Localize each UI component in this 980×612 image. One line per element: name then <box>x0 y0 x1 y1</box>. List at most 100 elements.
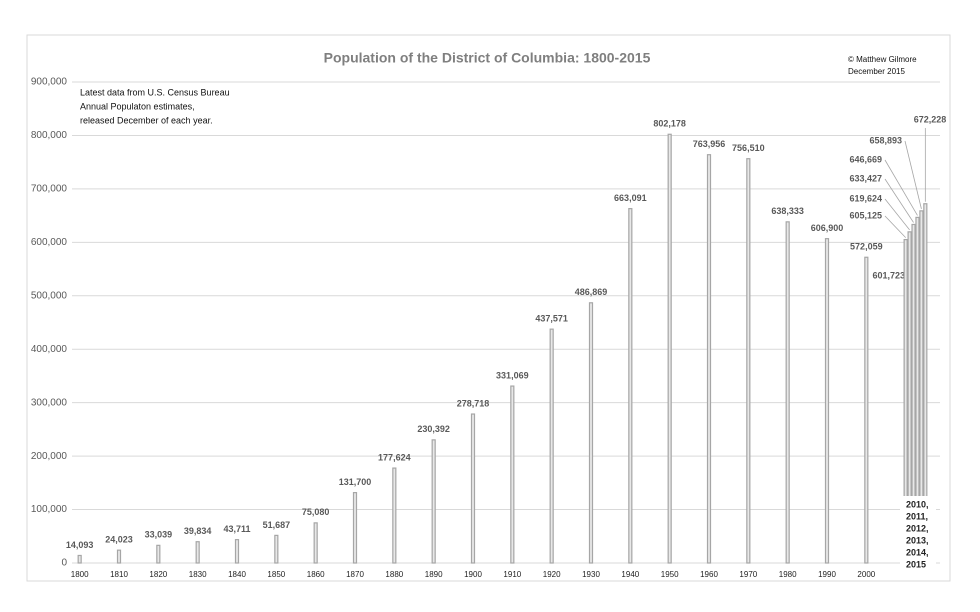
x-tick-label: 1800 <box>71 570 89 579</box>
value-label: 177,624 <box>378 452 411 462</box>
x-tick-label: 1940 <box>621 570 639 579</box>
value-label: 572,059 <box>850 242 883 252</box>
x-tick-label: 2012, <box>906 523 929 533</box>
value-label: 672,228 <box>914 114 947 124</box>
annotation: Latest data from U.S. Census Bureau <box>80 87 230 97</box>
value-label: 606,900 <box>811 223 844 233</box>
x-tick-label: 2000 <box>857 570 875 579</box>
value-label: 230,392 <box>417 424 450 434</box>
value-label: 663,091 <box>614 193 647 203</box>
x-note-bg <box>900 496 936 572</box>
value-label: 802,178 <box>653 119 686 129</box>
bar <box>824 238 830 564</box>
value-label: 437,571 <box>535 314 568 324</box>
value-label: 486,869 <box>575 287 608 297</box>
value-label: 601,723 <box>872 270 905 280</box>
value-label: 39,834 <box>184 526 212 536</box>
x-tick-label: 2010, <box>906 499 929 509</box>
y-tick-label: 0 <box>61 558 67 569</box>
value-label: 638,333 <box>771 206 804 216</box>
y-tick-label: 500,000 <box>31 290 68 301</box>
bar <box>588 302 594 564</box>
leader-line <box>904 140 922 209</box>
x-tick-label: 1840 <box>228 570 246 579</box>
value-label: 43,711 <box>223 524 250 534</box>
bar <box>746 158 751 564</box>
bar <box>431 439 436 564</box>
leader-line <box>884 159 918 216</box>
x-tick-label: 1960 <box>700 570 718 579</box>
value-label: 658,893 <box>869 135 902 145</box>
x-tick-label: 1870 <box>346 570 364 579</box>
x-tick-label: 2013, <box>906 535 929 545</box>
x-tick-label: 1810 <box>110 570 128 579</box>
bar <box>510 385 515 564</box>
leader-line <box>884 198 910 231</box>
x-tick-label: 1880 <box>385 570 403 579</box>
value-label: 605,125 <box>849 210 882 220</box>
y-tick-label: 400,000 <box>31 344 68 355</box>
y-tick-label: 700,000 <box>31 184 68 195</box>
value-label: 331,069 <box>496 370 529 380</box>
x-tick-label: 1860 <box>307 570 325 579</box>
x-tick-label: 1950 <box>661 570 679 579</box>
bar <box>864 256 869 564</box>
x-tick-label: 1890 <box>425 570 443 579</box>
value-label: 51,687 <box>263 520 291 530</box>
value-label: 756,510 <box>732 143 765 153</box>
value-label: 24,023 <box>105 535 133 545</box>
bar <box>706 154 712 564</box>
bar <box>352 492 358 564</box>
bar <box>156 544 161 564</box>
value-label: 14,093 <box>66 540 94 550</box>
x-tick-label: 1990 <box>818 570 836 579</box>
value-label: 33,039 <box>145 530 173 540</box>
chart-border <box>26 34 951 582</box>
value-label: 763,956 <box>693 139 726 149</box>
x-tick-label: 2015 <box>906 559 926 569</box>
y-tick-label: 100,000 <box>31 504 68 515</box>
bar <box>313 522 318 564</box>
credit: December 2015 <box>848 67 905 76</box>
bar <box>785 221 790 564</box>
bar <box>234 539 240 564</box>
y-tick-label: 600,000 <box>31 237 68 248</box>
credit: © Matthew Gilmore <box>848 55 917 64</box>
bar <box>549 328 554 564</box>
x-tick-label: 1980 <box>779 570 797 579</box>
bar <box>77 554 82 564</box>
bar <box>116 549 122 564</box>
x-tick-label: 1900 <box>464 570 482 579</box>
bar <box>470 413 476 564</box>
x-tick-label: 1830 <box>189 570 207 579</box>
y-tick-label: 800,000 <box>31 130 68 141</box>
value-label: 633,427 <box>849 173 882 183</box>
x-tick-label: 2011, <box>906 511 928 521</box>
value-label: 278,718 <box>457 398 490 408</box>
y-tick-label: 900,000 <box>31 77 68 88</box>
y-tick-label: 300,000 <box>31 397 68 408</box>
bar <box>667 133 672 564</box>
annotation: released December of each year. <box>80 115 213 125</box>
bar <box>392 467 397 564</box>
bar <box>274 534 279 564</box>
y-tick-label: 200,000 <box>31 451 68 462</box>
x-tick-label: 2014, <box>906 547 929 557</box>
bar <box>195 541 200 564</box>
x-tick-label: 1970 <box>739 570 757 579</box>
value-label: 646,669 <box>849 154 882 164</box>
chart-title: Population of the District of Columbia: … <box>324 50 651 66</box>
x-tick-label: 1820 <box>149 570 167 579</box>
annotation: Annual Populaton estimates, <box>80 101 195 111</box>
value-label: 75,080 <box>302 507 330 517</box>
bar <box>628 208 633 564</box>
leader-line <box>884 178 914 223</box>
x-tick-label: 1930 <box>582 570 600 579</box>
x-tick-label: 1850 <box>267 570 285 579</box>
x-tick-label: 1920 <box>543 570 561 579</box>
value-label: 619,624 <box>849 193 882 203</box>
leader-line <box>884 215 906 238</box>
x-tick-label: 1910 <box>503 570 521 579</box>
value-label: 131,700 <box>339 477 372 487</box>
